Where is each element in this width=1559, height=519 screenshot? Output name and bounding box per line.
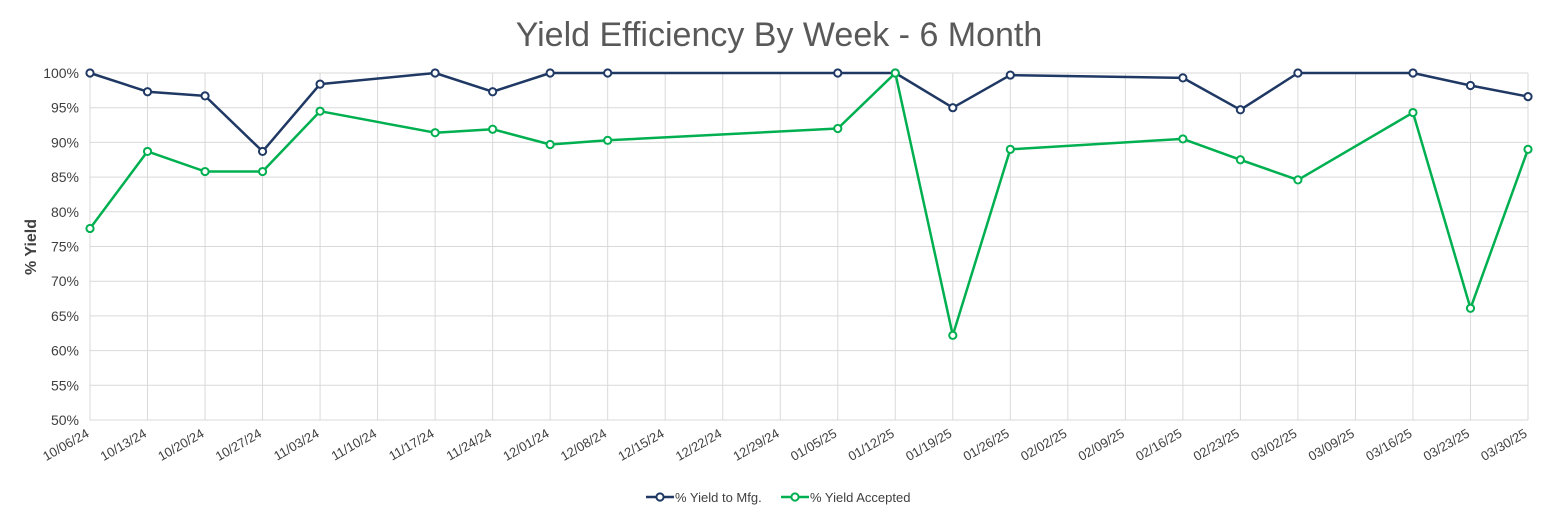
series-layer bbox=[85, 68, 1533, 340]
x-tick-label: 01/19/25 bbox=[903, 426, 954, 464]
y-tick-label: 85% bbox=[51, 169, 79, 185]
x-tick-label: 12/29/24 bbox=[730, 426, 781, 464]
x-tick-label: 01/26/25 bbox=[960, 426, 1011, 464]
data-point bbox=[948, 330, 958, 340]
x-tick-label: 01/12/25 bbox=[845, 426, 896, 464]
data-point bbox=[1293, 68, 1303, 78]
x-tick-label: 12/01/24 bbox=[500, 426, 551, 464]
data-point bbox=[142, 146, 153, 157]
data-point bbox=[1523, 91, 1533, 102]
data-point bbox=[1465, 303, 1476, 313]
data-point bbox=[85, 223, 95, 234]
x-tick-label: 03/09/25 bbox=[1306, 426, 1357, 464]
x-axis-ticks: 10/06/24 10/13/24 10/20/24 10/27/24 11/03/24… bbox=[40, 426, 1529, 464]
series-line-1 bbox=[89, 71, 1529, 153]
data-point bbox=[1523, 144, 1533, 154]
data-point bbox=[1293, 175, 1303, 185]
data-point bbox=[1005, 70, 1015, 80]
x-tick-label: 12/15/24 bbox=[615, 426, 666, 464]
data-point bbox=[257, 166, 268, 177]
x-tick-label: 10/20/24 bbox=[155, 426, 206, 464]
data-point bbox=[200, 166, 210, 177]
x-tick-label: 03/23/25 bbox=[1421, 426, 1472, 464]
x-tick-label: 11/10/24 bbox=[329, 426, 379, 464]
y-tick-label: 90% bbox=[51, 134, 79, 150]
x-tick-label: 12/08/24 bbox=[558, 426, 609, 464]
x-tick-label: 02/09/25 bbox=[1076, 426, 1127, 464]
data-point bbox=[315, 79, 325, 89]
data-point bbox=[488, 87, 498, 97]
data-point bbox=[833, 68, 843, 78]
data-point bbox=[1178, 73, 1188, 83]
data-point bbox=[488, 124, 498, 134]
data-point bbox=[545, 68, 555, 78]
legend: % Yield to Mfg. % Yield Accepted bbox=[646, 490, 910, 505]
x-tick-label: 10/13/24 bbox=[98, 426, 149, 464]
series-line-2 bbox=[88, 71, 1530, 337]
x-tick-label: 10/06/24 bbox=[40, 426, 91, 464]
y-tick-label: 70% bbox=[51, 273, 79, 289]
data-point bbox=[603, 68, 613, 78]
y-axis-ticks: 50% 55% 60% 65% 70% 75% 80% 85% 90% 95% 100% bbox=[43, 65, 79, 428]
x-tick-label: 02/16/25 bbox=[1133, 426, 1184, 464]
data-point bbox=[603, 135, 613, 145]
y-tick-label: 75% bbox=[51, 239, 79, 255]
legend-swatch-marker bbox=[790, 492, 800, 502]
data-point bbox=[85, 68, 95, 78]
data-point bbox=[200, 91, 210, 101]
data-point bbox=[1235, 105, 1246, 115]
data-point bbox=[1408, 107, 1418, 118]
data-point bbox=[1408, 68, 1418, 78]
y-tick-label: 60% bbox=[51, 343, 79, 359]
x-tick-label: 12/22/24 bbox=[673, 426, 724, 464]
grid bbox=[89, 72, 1529, 421]
x-tick-label: 03/30/25 bbox=[1478, 426, 1529, 464]
data-point bbox=[1235, 155, 1246, 165]
y-tick-label: 80% bbox=[51, 204, 79, 220]
data-point bbox=[257, 146, 268, 157]
data-point bbox=[948, 103, 958, 113]
data-point bbox=[1005, 144, 1015, 154]
x-tick-label: 02/02/25 bbox=[1018, 426, 1069, 464]
data-point bbox=[430, 128, 440, 138]
x-tick-label: 11/03/24 bbox=[271, 426, 321, 464]
legend-label: % Yield Accepted bbox=[810, 490, 910, 505]
y-tick-label: 65% bbox=[51, 308, 79, 324]
x-tick-label: 01/05/25 bbox=[788, 426, 839, 464]
data-point bbox=[545, 139, 555, 150]
y-tick-label: 95% bbox=[51, 100, 79, 116]
data-point bbox=[890, 68, 900, 78]
data-point bbox=[315, 106, 325, 116]
x-tick-label: 11/17/24 bbox=[386, 426, 436, 464]
y-axis-label: % Yield bbox=[23, 219, 40, 275]
data-point bbox=[142, 87, 153, 97]
x-tick-label: 03/16/25 bbox=[1363, 426, 1414, 464]
legend-label: % Yield to Mfg. bbox=[675, 490, 762, 505]
x-tick-label: 02/23/25 bbox=[1191, 426, 1242, 464]
x-tick-label: 10/27/24 bbox=[213, 426, 264, 464]
data-point bbox=[1465, 80, 1476, 91]
data-point bbox=[1178, 134, 1188, 144]
y-tick-label: 55% bbox=[51, 377, 79, 393]
y-tick-label: 100% bbox=[43, 65, 79, 81]
data-point bbox=[430, 68, 440, 78]
y-tick-label: 50% bbox=[51, 412, 79, 428]
chart-title: Yield Efficiency By Week - 6 Month bbox=[516, 16, 1043, 54]
data-point bbox=[833, 123, 843, 134]
x-tick-label: 03/02/25 bbox=[1248, 426, 1299, 464]
legend-swatch-marker bbox=[655, 492, 665, 502]
x-tick-label: 11/24/24 bbox=[444, 426, 494, 464]
